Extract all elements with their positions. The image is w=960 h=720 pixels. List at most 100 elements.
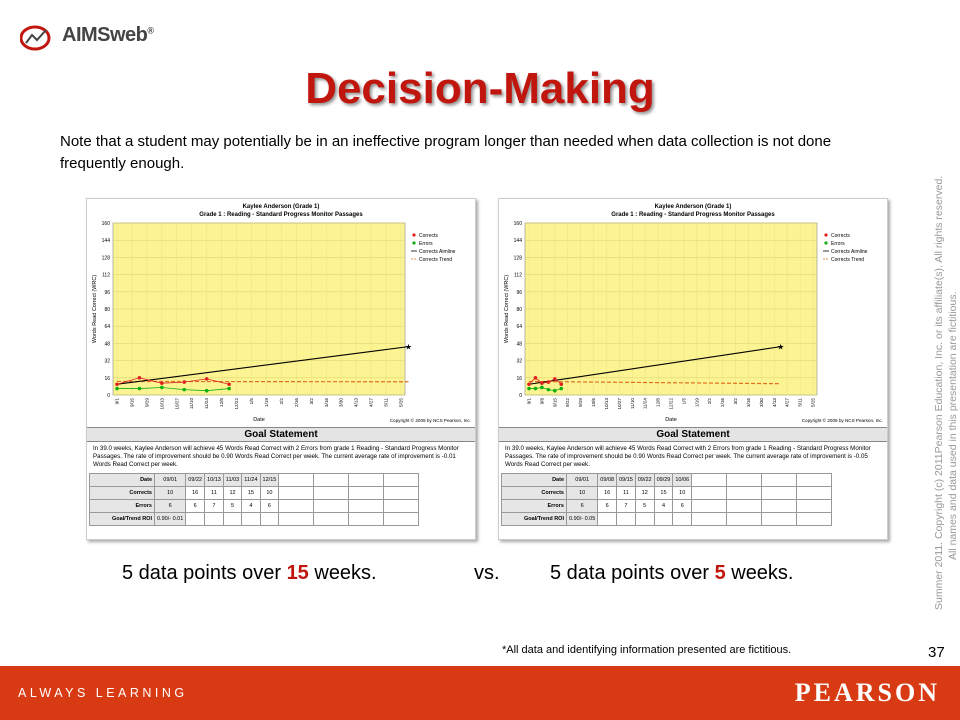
data-point-errors (533, 386, 538, 391)
y-tick-label: 144 (102, 238, 111, 244)
x-tick-label: 11/10 (630, 398, 635, 410)
x-tick-label: 12/22 (669, 398, 674, 410)
goal-title: Goal Statement (499, 427, 887, 442)
x-tick-label: 11/24 (204, 398, 209, 410)
y-tick-label: 96 (104, 290, 110, 296)
table-cell (241, 512, 261, 526)
legend-marker-corrects (412, 233, 416, 237)
y-tick-label: 64 (516, 324, 522, 330)
table-cell: 7 (204, 499, 224, 513)
data-point-corrects (527, 382, 531, 387)
legend-label: Corrects Trend (419, 257, 452, 263)
y-axis-label: Words Read Correct (WRC) (92, 275, 98, 344)
x-axis-label: Date (253, 417, 265, 423)
table-cell: 11 (204, 486, 224, 500)
table-cell: 09/22 (634, 473, 655, 487)
legend-marker-errors (824, 241, 828, 245)
x-tick-label: 9/29 (578, 398, 583, 407)
copyright-line-2: All names and data used in this presenta… (947, 291, 959, 561)
table-cell (383, 473, 420, 487)
x-tick-label: 5/11 (798, 398, 803, 407)
x-tick-label: 3/16 (746, 398, 751, 407)
table-cell: 11/03 (222, 473, 243, 487)
table-cell (348, 512, 385, 526)
table-cell (726, 473, 763, 487)
table-cell (726, 499, 763, 513)
x-tick-label: 9/15 (552, 398, 557, 407)
table-row-corrects: Corrects 10 16 11 12 15 10 (501, 486, 833, 500)
y-tick-label: 160 (102, 221, 111, 227)
table-cell: 6 (259, 499, 280, 513)
series-line-corrects-aimline (528, 346, 781, 385)
x-tick-label: 11/24 (643, 398, 648, 410)
table-cell (383, 486, 420, 500)
footer-tagline: ALWAYS LEARNING (18, 686, 188, 700)
table-cell (313, 499, 350, 513)
page-title: Decision-Making (305, 64, 655, 113)
series-line-errors (117, 387, 230, 392)
y-tick-label: 32 (516, 359, 522, 365)
comparison-left-suffix: weeks. (308, 562, 377, 584)
x-tick-label: 5/25 (399, 398, 404, 407)
data-point-errors (546, 387, 551, 392)
table-row-roi: Goal/Trend ROI 0.90/- 0.05 (501, 512, 833, 526)
table-row-date: Date 09/01 09/08 09/15 09/22 09/29 10/06 (501, 473, 833, 487)
table-cell: 09/29 (653, 473, 674, 487)
legend-label: Errors (831, 241, 845, 247)
data-point-corrects (160, 381, 164, 385)
table-header: Errors (89, 499, 155, 513)
x-tick-label: 9/1 (115, 398, 120, 405)
table-cell (383, 512, 420, 526)
y-tick-label: 128 (102, 255, 111, 261)
table-cell: 11 (616, 486, 636, 500)
y-tick-label: 80 (516, 307, 522, 313)
table-cell (691, 499, 728, 513)
chart-title: Kaylee Anderson (Grade 1) (655, 204, 732, 210)
table-cell (383, 499, 420, 513)
table-cell: 15 (241, 486, 261, 500)
table-cell: 16 (597, 486, 618, 500)
chart-subtitle: Grade 1 : Reading - Standard Progress Mo… (611, 212, 775, 218)
x-tick-label: 10/6 (591, 398, 596, 407)
data-point-corrects (553, 377, 557, 381)
x-tick-label: 5/25 (811, 398, 816, 407)
comparison-right-number: 5 (714, 562, 726, 584)
y-tick-label: 64 (104, 324, 110, 330)
y-tick-label: 16 (516, 376, 522, 382)
table-cell: 09/01 (565, 473, 599, 487)
data-point-corrects (559, 382, 564, 387)
data-point-errors (553, 388, 557, 393)
data-point-errors (182, 387, 187, 392)
data-point-errors (204, 388, 209, 393)
data-point-errors (115, 386, 119, 391)
comparison-right-prefix: 5 data points over (550, 562, 715, 584)
table-cell: 6 (565, 499, 599, 513)
series-line-corrects-aimline (116, 346, 409, 385)
table-cell: 12/15 (259, 473, 280, 487)
table-cell (278, 473, 315, 487)
x-tick-label: 3/30 (339, 398, 344, 407)
legend-label: Corrects (419, 233, 438, 239)
x-tick-label: 1/5 (681, 398, 686, 405)
x-tick-label: 2/16 (720, 398, 725, 407)
goal-title: Goal Statement (87, 427, 475, 442)
table-row-date: Date 09/01 09/22 10/13 11/03 11/24 12/15 (89, 473, 420, 487)
table-cell (278, 499, 315, 513)
table-header: Corrects (501, 486, 567, 500)
legend-label: Errors (419, 241, 433, 247)
table-cell: 10 (565, 486, 599, 500)
table-cell (348, 499, 385, 513)
data-point-corrects (137, 376, 142, 380)
y-tick-label: 32 (104, 359, 110, 365)
table-cell: 5 (634, 499, 655, 513)
legend-marker-corrects (824, 233, 828, 237)
table-cell: 15 (653, 486, 674, 500)
comparison-vs: vs. (474, 562, 500, 584)
table-cell (313, 486, 350, 500)
series-line-corrects (116, 377, 230, 385)
table-cell (761, 499, 798, 513)
y-tick-label: 48 (104, 341, 110, 347)
table-cell (761, 473, 798, 487)
table-cell (653, 512, 674, 526)
x-tick-label: 2/2 (707, 398, 712, 405)
